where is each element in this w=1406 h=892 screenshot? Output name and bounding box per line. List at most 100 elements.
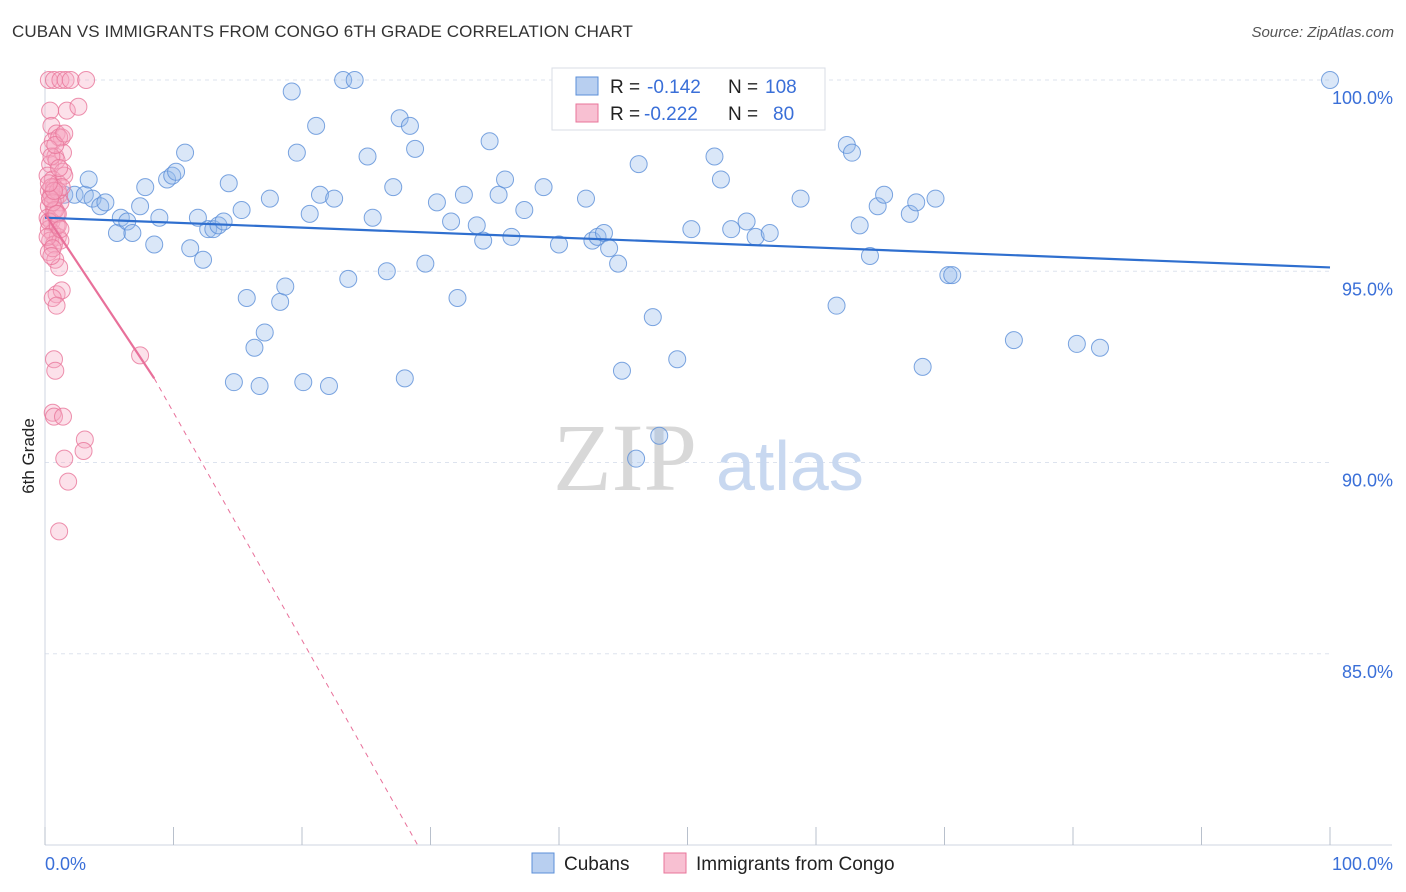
y-axis-label: 6th Grade	[19, 418, 38, 494]
congo-point	[41, 101, 60, 120]
cubans-point	[496, 170, 515, 189]
congo-point	[56, 71, 75, 89]
cubans-point	[705, 147, 724, 166]
cubans-point	[534, 178, 553, 197]
cubans-point	[943, 266, 962, 285]
congo-point	[43, 239, 62, 258]
bottom-legend-label-congo: Immigrants from Congo	[696, 854, 895, 875]
cubans-point	[467, 216, 486, 235]
congo-point	[53, 407, 72, 426]
cubans-point	[1004, 331, 1023, 350]
congo-point	[44, 350, 63, 369]
cubans-point	[167, 162, 186, 181]
cubans-point	[255, 323, 274, 342]
cubans-point	[325, 189, 344, 208]
cubans-point	[926, 189, 945, 208]
cubans-point	[868, 197, 887, 216]
cubans-point	[1067, 334, 1086, 353]
congo-point	[51, 71, 70, 89]
cubans-point	[600, 239, 619, 258]
cubans-point	[1090, 338, 1109, 357]
cubans-point	[363, 208, 382, 227]
x-tick-label: 0.0%	[45, 854, 86, 874]
cubans-point	[294, 373, 313, 392]
cubans-point	[442, 212, 461, 231]
cubans-point	[232, 201, 251, 220]
cubans-point	[150, 208, 169, 227]
y-tick-label: 100.0%	[1332, 88, 1393, 108]
cubans-point	[310, 185, 329, 204]
cubans-point	[237, 289, 256, 308]
cubans-point	[123, 224, 142, 242]
cubans-point	[791, 189, 810, 208]
legend-n-label-cubans: N =	[728, 77, 758, 98]
watermark-zip: ZIP	[553, 404, 697, 511]
cubans-point	[260, 189, 279, 208]
congo-point	[57, 101, 76, 120]
congo-point	[69, 97, 88, 116]
cubans-point	[395, 369, 414, 388]
cubans-point	[682, 220, 701, 239]
cubans-point	[550, 235, 568, 254]
cubans-point	[650, 426, 669, 445]
congo-point	[39, 174, 58, 193]
cubans-point	[515, 201, 534, 220]
cubans-point	[181, 239, 200, 258]
cubans-point	[827, 296, 846, 315]
cubans-point	[737, 212, 756, 231]
congo-point	[46, 361, 65, 380]
congo-point	[55, 449, 74, 468]
cubans-point	[448, 289, 467, 308]
congo-point	[61, 71, 80, 89]
congo-point	[50, 158, 69, 177]
cubans-point	[245, 338, 264, 357]
cubans-point	[194, 250, 213, 269]
cubans-point	[300, 204, 319, 223]
cubans-point	[609, 254, 628, 273]
y-tick-label: 90.0%	[1342, 471, 1393, 491]
cubans-point	[900, 204, 919, 223]
legend-n-value-congo: 80	[773, 104, 794, 125]
cubans-point	[612, 361, 631, 380]
cubans-point	[1321, 71, 1339, 89]
cubans-point	[214, 212, 233, 231]
congo-point	[47, 296, 66, 315]
congo-trend-line	[44, 213, 156, 379]
congo-point	[55, 124, 74, 143]
legend-r-value-congo: -0.222	[644, 104, 698, 125]
cubans-point	[224, 373, 243, 392]
cubans-point	[427, 193, 446, 212]
chart-title: CUBAN VS IMMIGRANTS FROM CONGO 6TH GRADE…	[12, 22, 633, 41]
cubans-point	[850, 216, 869, 235]
congo-point	[50, 522, 69, 541]
y-tick-label: 85.0%	[1342, 662, 1393, 682]
legend-swatch-congo	[575, 103, 599, 123]
cubans-point	[643, 308, 662, 327]
cubans-point	[627, 449, 646, 468]
cubans-point	[287, 143, 306, 162]
cubans-point	[668, 350, 687, 369]
bottom-legend: Cubans Immigrants from Congo	[531, 852, 895, 875]
cubans-point	[406, 139, 425, 158]
cubans-point	[722, 220, 741, 239]
cubans-point	[176, 143, 195, 162]
cubans-point	[390, 109, 409, 128]
congo-point	[75, 430, 94, 449]
cubans-point	[339, 269, 358, 288]
y-tick-label: 95.0%	[1342, 279, 1393, 299]
chart-source: Source: ZipAtlas.com	[1251, 24, 1394, 41]
cubans-point	[907, 193, 926, 212]
legend-r-value-cubans: -0.142	[647, 77, 701, 98]
trend-layer	[44, 213, 1331, 846]
cubans-point	[913, 357, 932, 376]
cubans-point	[480, 132, 499, 151]
points-layer	[38, 71, 1339, 541]
legend-r-label-congo: R =	[610, 104, 640, 125]
legend-swatch-cubans	[575, 76, 599, 96]
axis-layer: 85.0% 90.0% 95.0% 100.0% 0.0% 100.0%	[44, 70, 1393, 874]
cubans-point	[400, 116, 419, 135]
cubans-point	[875, 185, 894, 204]
congo-point	[42, 246, 61, 265]
cubans-point	[939, 266, 958, 285]
